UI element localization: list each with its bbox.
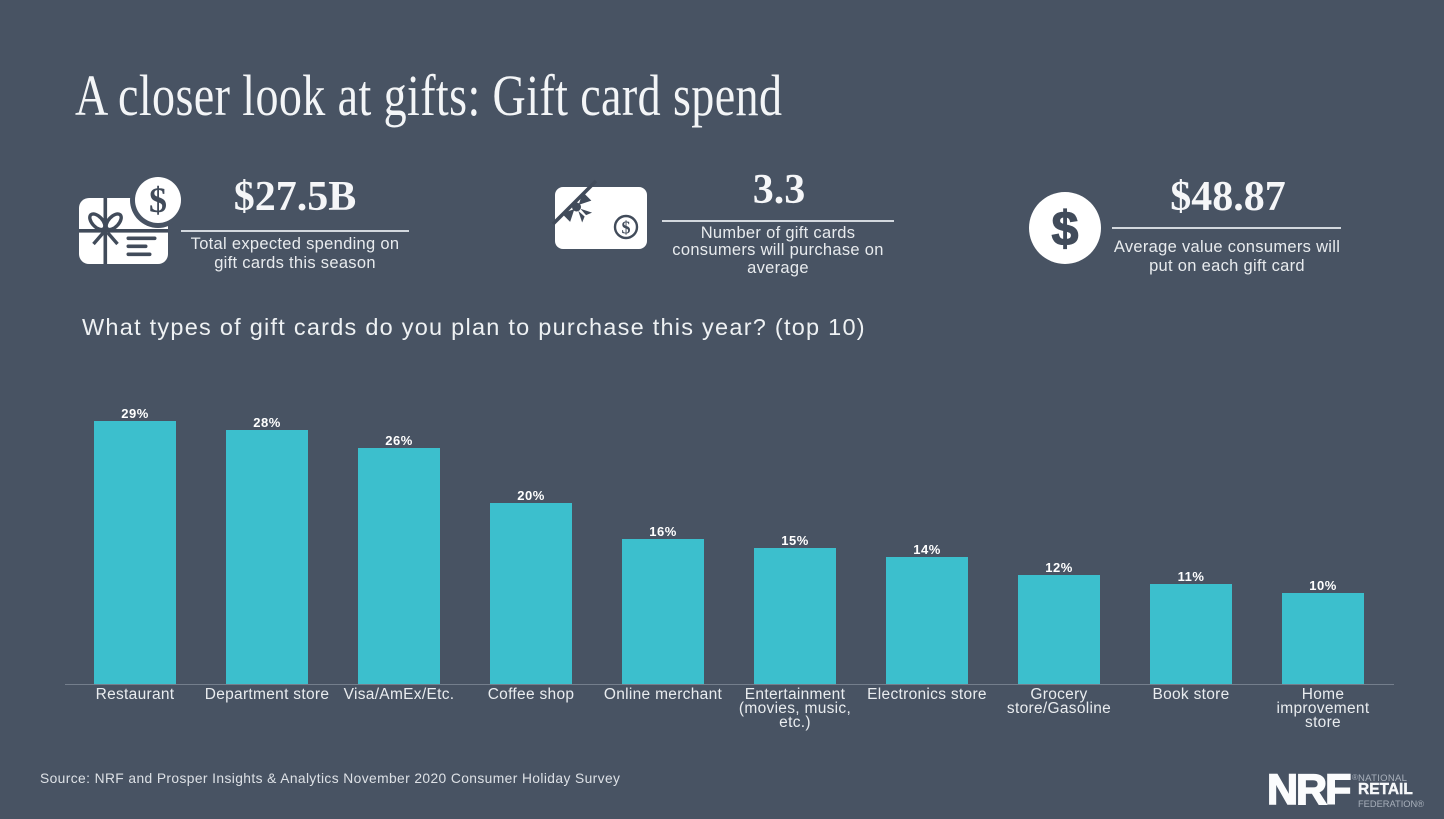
svg-text:$: $: [622, 218, 631, 238]
svg-text:$: $: [149, 180, 167, 220]
svg-text:$: $: [1052, 203, 1079, 256]
